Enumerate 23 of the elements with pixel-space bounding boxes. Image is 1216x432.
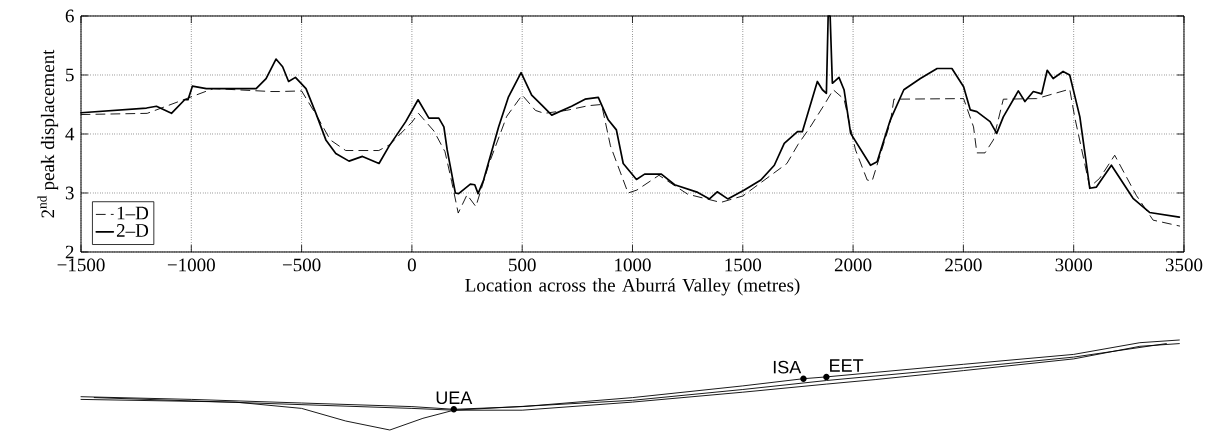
x-tick-label: −1000	[167, 258, 215, 272]
legend-label: 1–D	[117, 206, 149, 220]
x-tick-label: 500	[509, 258, 536, 272]
x-tick-label: −1500	[57, 258, 105, 272]
y-tick-label: 6	[65, 9, 74, 23]
x-tick-label: 1500	[725, 258, 762, 272]
x-tick-label: 2500	[945, 258, 982, 272]
x-tick-label: −500	[282, 258, 321, 272]
y-tick-label: 4	[65, 127, 75, 141]
x-tick-label: 3500	[1165, 258, 1203, 272]
y-tick-label: 3	[65, 186, 74, 200]
x-tick-label: 0	[407, 258, 416, 272]
annotation: ISA	[773, 360, 802, 374]
x-axis-title: Location across the Aburrá Valley (metres)	[465, 278, 800, 296]
x-tick-label: 2000	[834, 258, 872, 272]
annotation: EET	[830, 359, 864, 372]
y-axis-title: 2$^{nd}$ peak displacement	[37, 49, 59, 218]
x-tick-label: 1000	[615, 258, 651, 272]
y-tick-label: 5	[66, 68, 74, 82]
x-tick-label: 3000	[1055, 258, 1092, 272]
annotation: UEA	[436, 391, 473, 405]
y-tick-label: 2	[65, 245, 74, 259]
legend-label: 2–D	[116, 224, 149, 237]
